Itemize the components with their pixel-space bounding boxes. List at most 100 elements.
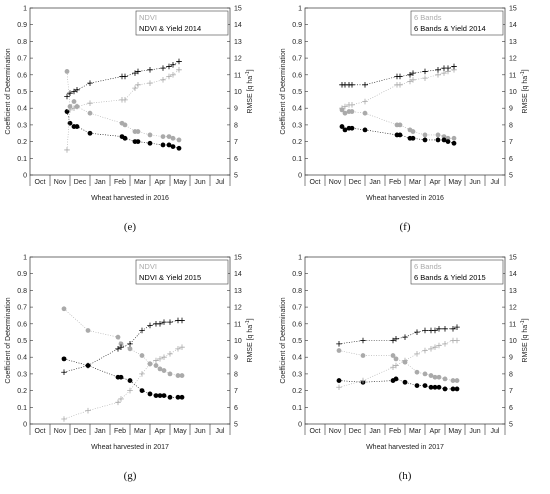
data-point — [336, 348, 342, 353]
data-point — [161, 368, 167, 373]
data-point — [67, 107, 73, 113]
legend-entry: 6 Bands & Yield 2015 — [414, 273, 486, 282]
data-point — [87, 130, 93, 136]
data-point — [127, 378, 133, 383]
data-point — [436, 342, 442, 349]
data-point — [166, 142, 172, 148]
data-point — [71, 105, 77, 111]
y-tick-label: 0.1 — [17, 405, 27, 412]
legend-entry: 6 Bands — [414, 262, 442, 271]
x-tick-label: Apr — [430, 428, 442, 435]
data-point — [160, 65, 166, 71]
y-tick-label: 0.2 — [17, 388, 27, 395]
data-point — [454, 337, 460, 344]
data-point — [360, 377, 366, 384]
data-point — [167, 394, 173, 400]
y-tick-label: 1 — [23, 6, 27, 13]
data-point — [160, 134, 166, 139]
y-tick-label: 0.4 — [17, 106, 27, 113]
data-point — [435, 137, 441, 143]
data-point — [135, 82, 141, 88]
y-tick-label: 1 — [23, 255, 27, 262]
data-point — [147, 132, 153, 138]
legend-entry: NDVI & Yield 2014 — [139, 24, 201, 33]
x-tick-label: Jan — [369, 179, 380, 186]
data-point — [118, 341, 124, 347]
data-point — [436, 374, 442, 380]
y2-tick-label: 15 — [234, 255, 242, 262]
data-point — [147, 80, 153, 86]
legend-box — [410, 10, 504, 36]
x-tick-label: Jan — [94, 179, 105, 186]
data-point — [336, 384, 342, 391]
panel-label: (g) — [124, 470, 137, 482]
y-tick-label: 0.5 — [292, 89, 302, 96]
data-point — [432, 344, 438, 350]
data-point — [85, 362, 91, 369]
series-line — [66, 61, 180, 97]
data-point — [451, 63, 457, 70]
data-point — [122, 135, 128, 141]
data-point — [166, 134, 172, 139]
data-point — [167, 371, 173, 377]
data-point — [64, 69, 70, 74]
data-point — [442, 326, 448, 332]
data-point — [176, 58, 182, 65]
data-point — [450, 386, 456, 392]
y-tick-label: 0.5 — [17, 338, 27, 345]
x-tick-label: Jun — [469, 179, 480, 186]
y2-tick-label: 9 — [234, 106, 238, 113]
y2-tick-label: 10 — [234, 89, 242, 96]
data-point — [170, 72, 176, 78]
y-tick-label: 0.2 — [292, 139, 302, 146]
y-tick-label: 0.7 — [292, 56, 302, 63]
legend-box — [135, 259, 229, 285]
data-point — [422, 327, 428, 334]
series-line — [63, 308, 182, 376]
data-point — [167, 351, 173, 357]
y-tick-label: 0.3 — [292, 371, 302, 378]
x-tick-label: May — [448, 179, 462, 186]
y2-tick-label: 10 — [234, 338, 242, 345]
y2-tick-label: 13 — [509, 288, 517, 295]
x-tick-label: Jun — [469, 428, 480, 435]
data-point — [176, 137, 182, 143]
x-tick-label: Feb — [389, 428, 401, 435]
legend-box — [410, 259, 504, 285]
y2-axis-label: RMSE [q ha-1] — [245, 69, 254, 113]
chart-panel: 00.10.20.30.40.50.60.70.80.9156789101112… — [5, 255, 254, 483]
y2-tick-label: 7 — [234, 388, 238, 395]
data-point — [432, 374, 438, 380]
data-point — [175, 373, 181, 378]
data-point — [179, 317, 185, 324]
x-tick-label: Feb — [114, 428, 126, 435]
legend-entry: NDVI — [139, 13, 157, 22]
y2-tick-label: 14 — [234, 271, 242, 278]
data-point — [336, 341, 342, 347]
x-axis-label: Wheat harvested in 2016 — [366, 195, 444, 202]
data-point — [118, 344, 124, 350]
data-point — [87, 100, 93, 106]
data-point — [147, 66, 153, 73]
y-axis-label: Coefficient of Determination — [5, 48, 12, 134]
x-tick-label: Oct — [35, 179, 46, 186]
data-point — [397, 132, 403, 138]
data-point — [393, 376, 399, 382]
data-point — [349, 102, 355, 108]
legend-entry: 6 Bands & Yield 2014 — [414, 24, 486, 33]
x-tick-label: Mar — [134, 428, 147, 435]
y-tick-label: 0.6 — [17, 321, 27, 328]
data-point — [336, 378, 342, 383]
data-point — [414, 369, 420, 375]
data-point — [450, 326, 456, 332]
data-point — [127, 387, 133, 394]
y2-tick-label: 11 — [234, 72, 241, 79]
data-point — [139, 353, 145, 358]
y-tick-label: 0 — [23, 173, 27, 180]
x-tick-label: Jul — [216, 179, 225, 186]
y-tick-label: 0.9 — [17, 22, 27, 29]
data-point — [349, 82, 355, 88]
data-point — [147, 140, 153, 146]
y2-axis-label: RMSE [q ha-1] — [520, 69, 529, 113]
x-axis-label: Wheat harvested in 2017 — [366, 444, 444, 451]
